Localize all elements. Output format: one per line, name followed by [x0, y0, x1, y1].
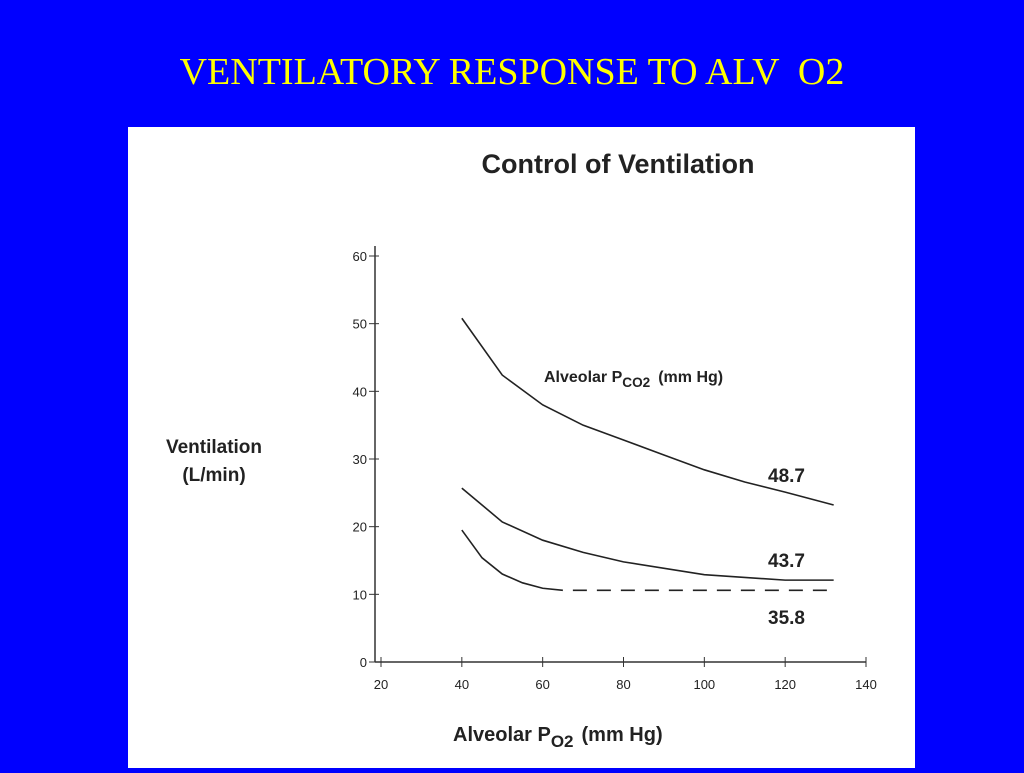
chart-panel: Control of Ventilation 0 10 20 30 40 50 60 20 40… [128, 127, 915, 768]
x-tick-label: 100 [693, 677, 715, 692]
y-tick-label: 30 [353, 452, 367, 467]
chart-title: Control of Ventilation [482, 149, 755, 179]
legend-title-main: Alveolar P [544, 369, 623, 386]
y-tick-label: 60 [353, 249, 367, 264]
x-axis-label: Alveolar PO2 (mm Hg) [453, 724, 663, 751]
legend-title-unit: (mm Hg) [658, 369, 723, 386]
x-tick-label: 140 [855, 677, 877, 692]
y-tick-label: 10 [353, 587, 367, 602]
y-tick-label: 50 [353, 317, 367, 332]
x-tick-label: 40 [455, 677, 469, 692]
y-axis-label: Ventilation [166, 437, 262, 458]
series-line [461, 487, 834, 581]
x-tick-label: 80 [616, 677, 630, 692]
x-tick-label: 20 [374, 677, 388, 692]
x-axis-label-sub: O2 [551, 732, 574, 751]
y-tick-label: 0 [360, 655, 367, 670]
y-tick-label: 20 [353, 520, 367, 535]
series-label: 43.7 [768, 551, 805, 572]
x-tick-label: 120 [774, 677, 796, 692]
y-axis-label: (L/min) [182, 465, 245, 486]
legend-title-sub: CO2 [622, 375, 650, 390]
x-axis-label-unit: (mm Hg) [582, 724, 663, 746]
series-line [461, 317, 834, 506]
slide-title: VENTILATORY RESPONSE TO ALV O2 [179, 51, 845, 93]
series-label: 48.7 [768, 466, 805, 487]
x-axis-label-main: Alveolar P [453, 724, 551, 746]
x-tick-label: 60 [535, 677, 549, 692]
series-line [461, 529, 834, 592]
series-label: 35.8 [768, 608, 805, 629]
chart: Control of Ventilation 0 10 20 30 40 50 60 20 40… [166, 149, 877, 751]
legend-title: Alveolar PCO2 (mm Hg) [544, 369, 723, 390]
y-tick-label: 40 [353, 384, 367, 399]
